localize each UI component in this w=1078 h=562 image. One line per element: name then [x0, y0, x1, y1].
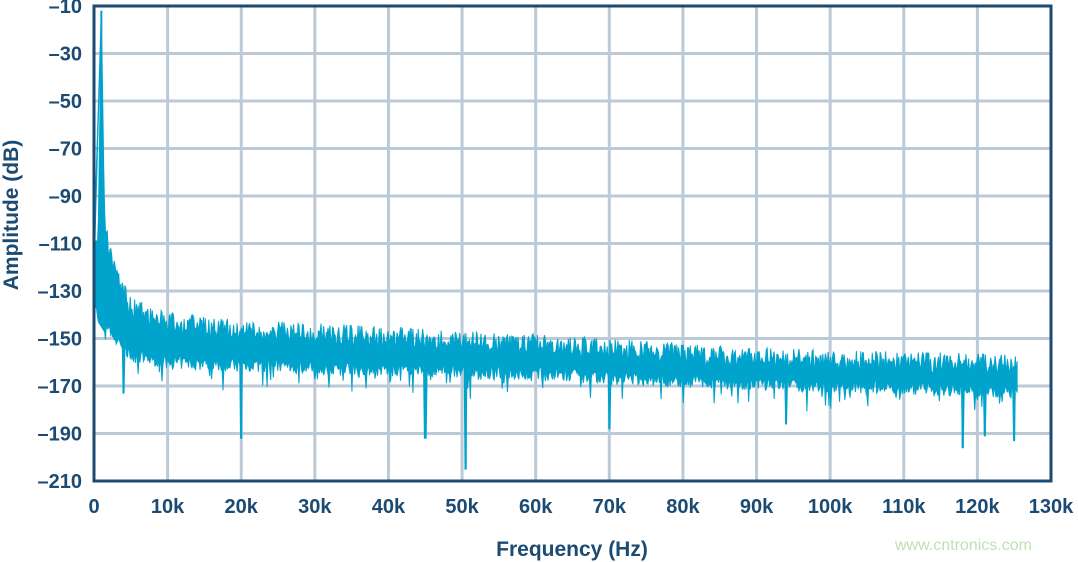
x-tick-label: 90k: [740, 496, 774, 518]
y-tick-label: –50: [49, 91, 82, 113]
y-tick-label: –10: [49, 0, 82, 18]
y-tick-label: –190: [38, 424, 83, 446]
x-tick-label: 60k: [519, 496, 553, 518]
plot-area: [93, 10, 1018, 470]
y-tick-label: –130: [38, 281, 83, 303]
x-tick-label: 10k: [151, 496, 185, 518]
x-tick-label: 120k: [955, 496, 1000, 518]
x-tick-label: 80k: [666, 496, 700, 518]
y-tick-label: –90: [49, 186, 82, 208]
x-tick-label: 40k: [372, 496, 406, 518]
y-tick-label: –210: [38, 471, 83, 493]
plot-frame: [92, 4, 1053, 483]
x-tick-label: 70k: [593, 496, 627, 518]
x-tick-label: 30k: [298, 496, 332, 518]
y-tick-label: –70: [49, 139, 82, 161]
x-tick-label: 100k: [808, 496, 853, 518]
x-tick-label: 20k: [225, 496, 259, 518]
x-axis-label: Frequency (Hz): [496, 538, 648, 561]
x-tick-label: 110k: [882, 496, 926, 518]
spectrum-trace: [93, 10, 1018, 470]
grid: [92, 4, 1053, 483]
y-axis-label: Amplitude (dB): [0, 140, 23, 290]
y-tick-label: –150: [38, 329, 83, 351]
y-tick-label: –30: [49, 44, 82, 66]
watermark: www.cntronics.com: [895, 537, 1032, 554]
y-tick-label: –110: [39, 234, 82, 256]
x-tick-label: 0: [88, 496, 99, 518]
x-tick-label: 50k: [445, 496, 479, 518]
x-tick-label: 130k: [1029, 496, 1074, 518]
y-tick-label: –170: [38, 376, 83, 398]
